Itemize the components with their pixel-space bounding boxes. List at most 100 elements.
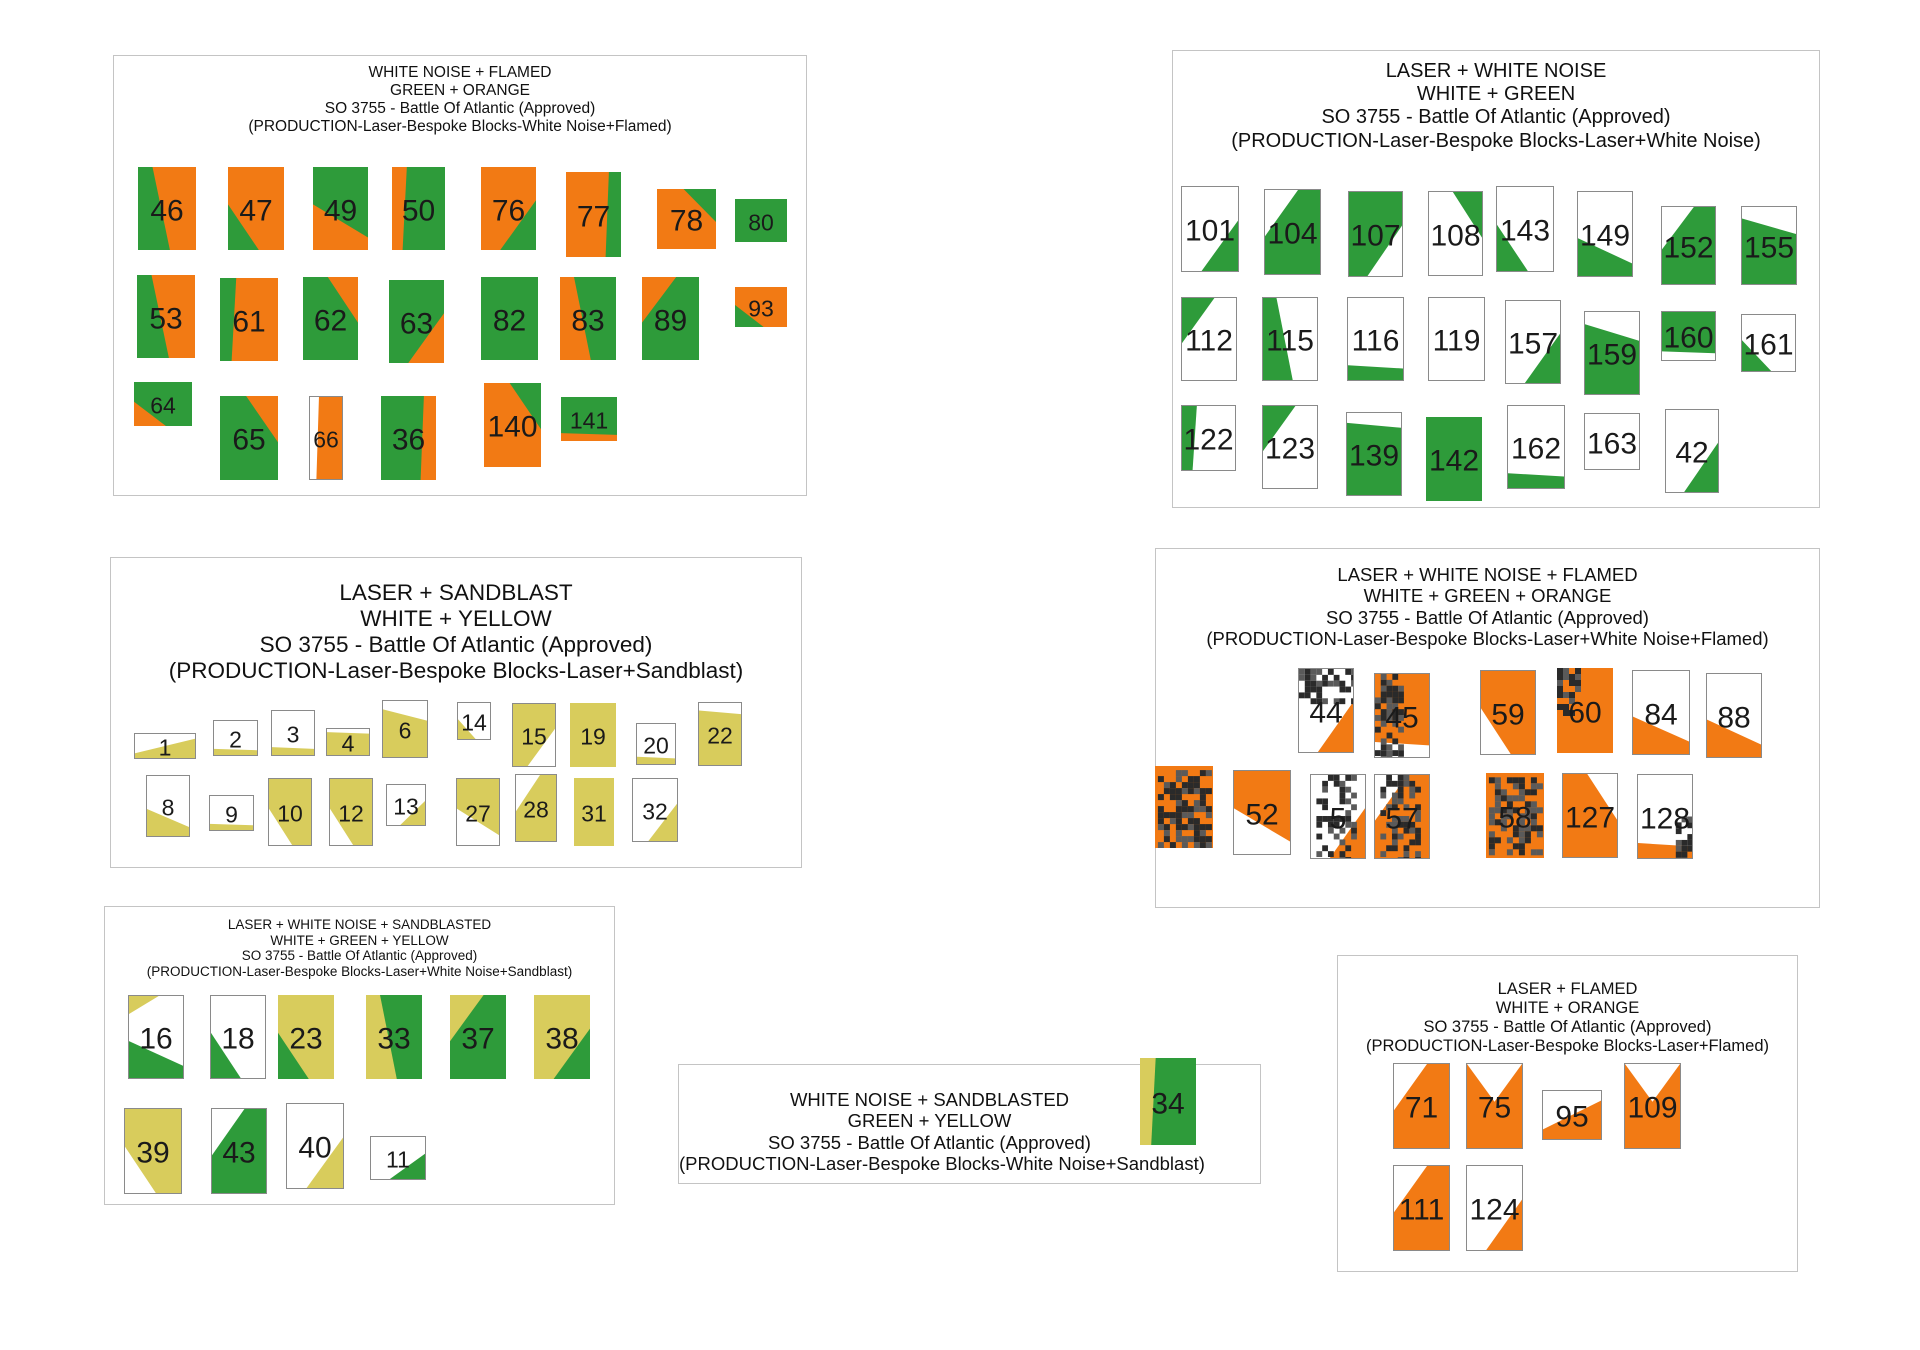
block-swatch <box>1394 1166 1449 1250</box>
block-swatch <box>560 277 616 360</box>
finish-block: 12 <box>329 778 373 846</box>
finish-block: 75 <box>1466 1063 1523 1149</box>
block-number: 46 <box>150 193 184 227</box>
block-swatch <box>147 776 189 836</box>
block-swatch <box>1578 192 1632 276</box>
block-number: 62 <box>313 303 348 337</box>
title-line: SO 3755 - Battle Of Atlantic (Approved) <box>1326 606 1649 628</box>
block-number: 115 <box>1266 324 1314 358</box>
block-swatch <box>1742 315 1795 371</box>
block-number: 10 <box>277 800 303 827</box>
finish-block: 88 <box>1706 673 1762 758</box>
finish-block: 162 <box>1507 405 1565 489</box>
panel-title: LASER + FLAMED WHITE + ORANGE SO 3755 - … <box>1338 980 1797 1057</box>
block-number: 38 <box>545 1022 579 1056</box>
finish-block: 62 <box>303 277 358 360</box>
block-number: 50 <box>401 193 436 227</box>
finish-block: 63 <box>389 280 444 363</box>
finish-block: 36 <box>381 396 436 480</box>
block-number: 108 <box>1430 218 1481 252</box>
finish-block: 61 <box>220 278 278 361</box>
block-number: 65 <box>232 423 266 457</box>
finish-block: 112 <box>1181 297 1237 381</box>
block-swatch <box>135 734 195 758</box>
block-number: 143 <box>1499 214 1551 248</box>
block-swatch <box>303 277 358 360</box>
finish-block: 8 <box>146 775 190 837</box>
block-swatch <box>1707 674 1761 757</box>
panel-title: WHITE NOISE + SANDBLASTED GREEN + YELLOW… <box>679 1089 1205 1175</box>
finish-block: 139 <box>1346 412 1402 496</box>
block-swatch <box>1742 207 1796 284</box>
finish-block: 101 <box>1181 186 1239 272</box>
block-swatch <box>137 275 195 358</box>
block-number: 116 <box>1351 324 1400 358</box>
block-swatch <box>220 396 278 480</box>
block-swatch <box>1311 775 1365 858</box>
finish-block: 45 <box>1374 673 1430 758</box>
block-number: 60 <box>1568 695 1602 729</box>
block-swatch <box>330 779 372 845</box>
block-swatch <box>735 287 787 327</box>
block-swatch <box>1349 192 1402 276</box>
block-number: 31 <box>581 800 607 827</box>
block-number: 14 <box>461 709 487 736</box>
panel-white-noise-flamed: WHITE NOISE + FLAMED GREEN + ORANGE SO 3… <box>113 55 807 496</box>
block-swatch <box>313 167 368 250</box>
block-number: 11 <box>386 1146 410 1173</box>
finish-block: 40 <box>286 1103 344 1189</box>
title-line: (PRODUCTION-Laser-Bespoke Blocks-Laser+W… <box>146 963 573 979</box>
block-swatch <box>1375 775 1429 858</box>
finish-block: 1 <box>134 733 196 759</box>
block-swatch <box>1625 1064 1680 1148</box>
finish-block: 93 <box>735 287 787 327</box>
finish-block: 95 <box>1542 1090 1602 1140</box>
block-swatch <box>125 1109 181 1193</box>
title-line: GREEN + YELLOW <box>847 1110 1012 1132</box>
block-number: 15 <box>521 723 547 750</box>
finish-block: 141 <box>561 397 617 441</box>
block-number: 76 <box>491 193 526 227</box>
block-number: 127 <box>1564 800 1616 834</box>
finish-block: 123 <box>1262 405 1318 489</box>
block-number: 42 <box>1675 436 1709 470</box>
block-swatch <box>1299 669 1353 752</box>
finish-block: 31 <box>574 778 614 846</box>
finish-block: 78 <box>657 189 716 249</box>
finish-block: 39 <box>124 1108 182 1194</box>
block-swatch <box>516 775 556 841</box>
finish-block: 124 <box>1466 1165 1523 1251</box>
block-swatch <box>389 280 444 363</box>
block-swatch <box>1467 1064 1522 1148</box>
block-number: 71 <box>1404 1091 1439 1125</box>
title-line: WHITE + GREEN + YELLOW <box>270 932 449 948</box>
finish-block: 32 <box>632 778 678 842</box>
title-line: (PRODUCTION-Laser-Bespoke Blocks-White N… <box>248 117 672 135</box>
block-number: 5 <box>1329 801 1347 835</box>
finish-block: 14 <box>457 702 491 740</box>
finish-block: 119 <box>1428 297 1485 381</box>
finish-block: 4 <box>326 728 370 756</box>
block-number: 109 <box>1627 1091 1678 1125</box>
block-number: 82 <box>492 303 527 337</box>
block-swatch <box>1506 301 1560 383</box>
finish-block: 2 <box>213 720 258 756</box>
block-number: 20 <box>643 732 669 759</box>
finish-block: 23 <box>278 995 334 1079</box>
block-swatch <box>327 729 369 755</box>
block-swatch <box>637 724 675 764</box>
block-number: 101 <box>1184 214 1236 248</box>
block-swatch <box>278 995 334 1079</box>
finish-block: 53 <box>137 275 195 358</box>
block-swatch <box>481 167 536 250</box>
finish-block: 57 <box>1374 774 1430 859</box>
block-number: 45 <box>1385 700 1419 734</box>
panel-title: LASER + WHITE NOISE + FLAMED WHITE + GRE… <box>1156 564 1819 650</box>
block-number: 39 <box>136 1136 170 1170</box>
block-number: 159 <box>1586 338 1638 372</box>
block-swatch <box>457 779 499 845</box>
finish-block: 84 <box>1632 670 1690 755</box>
block-swatch <box>1263 406 1317 488</box>
block-number: 84 <box>1644 697 1678 731</box>
block-swatch <box>129 996 183 1078</box>
